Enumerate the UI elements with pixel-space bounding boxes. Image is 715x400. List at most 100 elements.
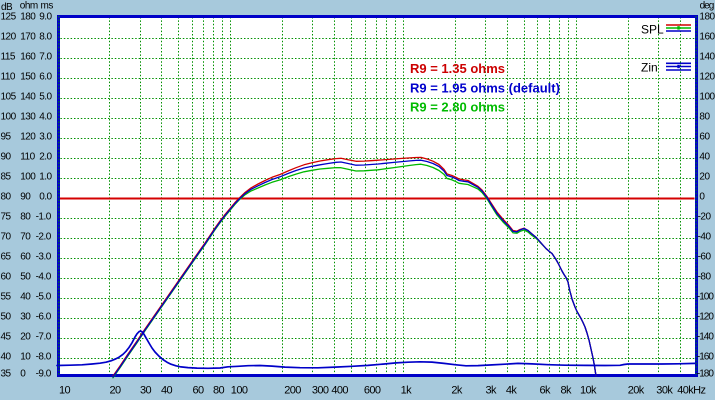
svg-text:110: 110 (1, 71, 16, 82)
svg-text:60: 60 (699, 131, 710, 142)
svg-text:4k: 4k (506, 385, 518, 397)
svg-text:85: 85 (1, 171, 12, 182)
svg-text:55: 55 (1, 291, 12, 302)
svg-text:90: 90 (1, 151, 12, 162)
svg-text:dB: dB (1, 2, 13, 13)
svg-text:170: 170 (20, 31, 36, 42)
svg-text:-4.0: -4.0 (36, 271, 52, 282)
svg-text:300: 300 (312, 385, 329, 397)
svg-text:75: 75 (1, 211, 12, 222)
svg-text:110: 110 (20, 151, 35, 162)
svg-text:R9 = 2.80 ohms: R9 = 2.80 ohms (410, 100, 505, 115)
svg-text:R9 = 1.95 ohms (default): R9 = 1.95 ohms (default) (410, 80, 560, 95)
svg-text:10: 10 (59, 385, 71, 397)
svg-text:100: 100 (231, 385, 248, 397)
svg-text:125: 125 (1, 11, 17, 22)
svg-text:120: 120 (1, 31, 17, 42)
svg-text:60: 60 (193, 385, 205, 397)
svg-text:100: 100 (699, 91, 715, 102)
svg-text:45: 45 (1, 331, 12, 342)
svg-text:-3.0: -3.0 (36, 251, 52, 262)
svg-text:105: 105 (1, 91, 17, 102)
svg-text:80: 80 (20, 211, 31, 222)
svg-text:35: 35 (1, 369, 12, 380)
svg-text:30: 30 (20, 311, 31, 322)
svg-text:-7.0: -7.0 (36, 331, 52, 342)
svg-text:180: 180 (699, 11, 715, 22)
svg-text:-80: -80 (698, 271, 712, 282)
svg-text:70: 70 (20, 231, 31, 242)
svg-text:40: 40 (1, 351, 12, 362)
svg-text:80: 80 (1, 191, 12, 202)
svg-text:-20: -20 (698, 211, 712, 222)
svg-text:5.0: 5.0 (39, 91, 52, 102)
svg-text:150: 150 (20, 71, 36, 82)
svg-text:R9 = 1.35 ohms: R9 = 1.35 ohms (410, 61, 505, 76)
svg-text:3k: 3k (486, 385, 498, 397)
svg-text:40: 40 (161, 385, 173, 397)
svg-text:50: 50 (1, 311, 12, 322)
svg-text:-9.0: -9.0 (36, 369, 52, 380)
svg-text:-160: -160 (697, 351, 714, 362)
svg-text:95: 95 (1, 131, 12, 142)
svg-text:200: 200 (284, 385, 301, 397)
svg-text:4.0: 4.0 (39, 111, 52, 122)
svg-text:10k: 10k (580, 385, 597, 397)
svg-text:2k: 2k (451, 385, 463, 397)
svg-text:10: 10 (20, 351, 31, 362)
svg-text:115: 115 (1, 51, 16, 62)
svg-text:1.0: 1.0 (39, 171, 52, 182)
svg-text:ohm: ohm (20, 1, 38, 12)
svg-text:65: 65 (1, 251, 12, 262)
svg-text:70: 70 (1, 231, 12, 242)
svg-text:50: 50 (20, 271, 31, 282)
svg-text:-5.0: -5.0 (36, 291, 52, 302)
svg-text:80: 80 (213, 385, 225, 397)
svg-text:100: 100 (1, 111, 17, 122)
svg-text:6.0: 6.0 (39, 71, 52, 82)
svg-text:-100: -100 (697, 291, 714, 302)
svg-text:2.0: 2.0 (39, 151, 52, 162)
svg-text:1k: 1k (401, 385, 413, 397)
svg-text:ms: ms (41, 1, 54, 12)
svg-text:-6.0: -6.0 (36, 311, 52, 322)
svg-text:deg: deg (700, 1, 714, 12)
svg-text:140: 140 (699, 51, 715, 62)
svg-text:-120: -120 (697, 311, 714, 322)
svg-text:80: 80 (699, 111, 710, 122)
svg-text:-1.0: -1.0 (36, 211, 52, 222)
svg-text:-2.0: -2.0 (36, 231, 52, 242)
svg-text:20: 20 (20, 331, 31, 342)
svg-text:-8.0: -8.0 (36, 351, 52, 362)
svg-text:20k: 20k (628, 385, 645, 397)
svg-text:7.0: 7.0 (39, 51, 52, 62)
svg-text:-40: -40 (698, 231, 712, 242)
svg-text:40: 40 (20, 291, 31, 302)
svg-text:90: 90 (20, 191, 31, 202)
svg-text:0: 0 (20, 369, 26, 380)
svg-text:600: 600 (364, 385, 381, 397)
svg-text:60: 60 (1, 271, 12, 282)
svg-text:20: 20 (110, 385, 122, 397)
svg-text:-180: -180 (697, 369, 714, 380)
svg-text:160: 160 (699, 31, 715, 42)
svg-text:180: 180 (20, 11, 36, 22)
svg-text:-140: -140 (697, 331, 714, 342)
svg-text:40: 40 (699, 151, 710, 162)
svg-text:60: 60 (20, 251, 31, 262)
svg-text:SPL: SPL (641, 23, 664, 37)
svg-text:6k: 6k (540, 385, 552, 397)
svg-text:140: 140 (20, 91, 36, 102)
svg-text:0: 0 (699, 191, 705, 202)
svg-text:120: 120 (699, 71, 715, 82)
svg-text:100: 100 (20, 171, 36, 182)
svg-text:3.0: 3.0 (39, 131, 52, 142)
svg-text:400: 400 (331, 385, 348, 397)
svg-text:9.0: 9.0 (39, 11, 52, 22)
svg-text:-60: -60 (698, 251, 712, 262)
svg-text:0.0: 0.0 (39, 191, 52, 202)
svg-text:130: 130 (20, 111, 36, 122)
svg-text:8k: 8k (561, 385, 573, 397)
svg-text:120: 120 (20, 131, 36, 142)
svg-text:30k: 30k (656, 385, 673, 397)
